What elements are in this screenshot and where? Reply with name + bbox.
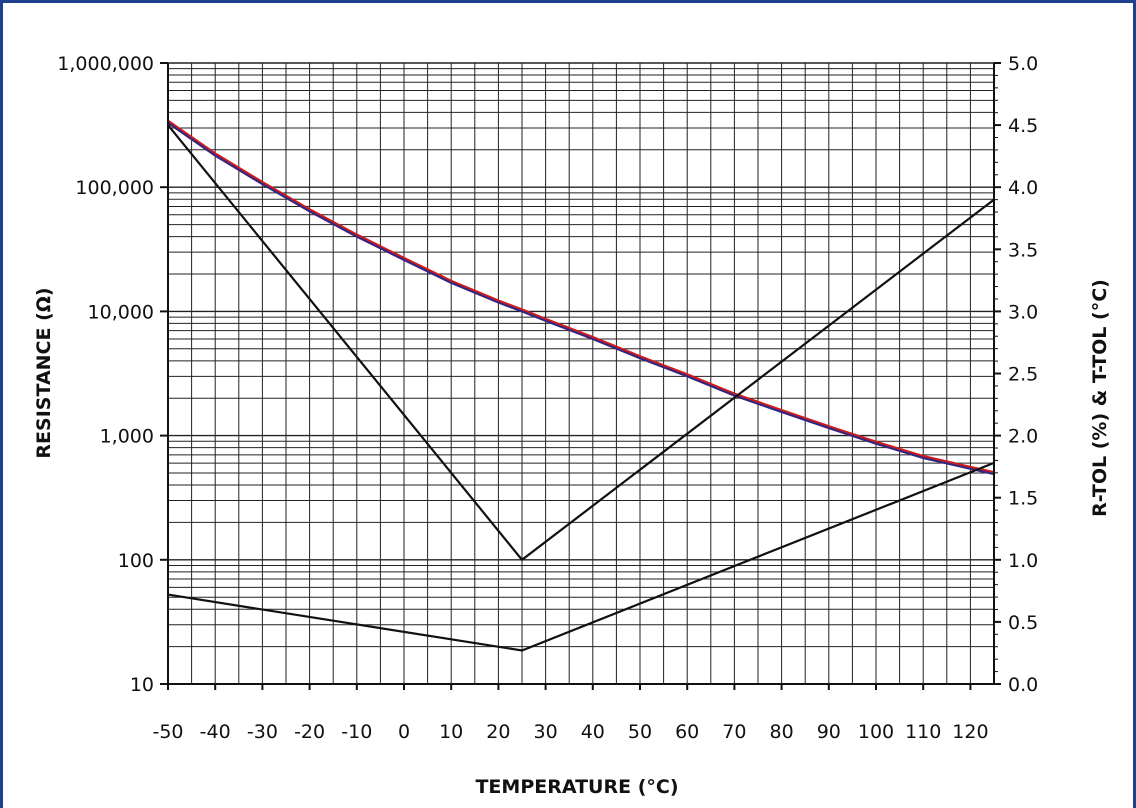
y-tick-label: 10	[130, 674, 154, 696]
y2-tick-label: 3.0	[1008, 301, 1038, 323]
x-tick-label: 70	[722, 721, 746, 743]
y2-tick-label: 0.0	[1008, 674, 1038, 696]
y2-tick-label: 4.0	[1008, 177, 1038, 199]
x-tick-label: 0	[398, 721, 410, 743]
tick-labels: 101001,00010,000100,0001,000,0000.00.51.…	[57, 53, 1038, 743]
x-tick-label: -40	[200, 721, 231, 743]
x-tick-label: -20	[294, 721, 325, 743]
y2-tick-label: 1.5	[1008, 488, 1038, 510]
x-tick-label: 90	[817, 721, 841, 743]
x-tick-label: -30	[247, 721, 278, 743]
y-tick-label: 100,000	[75, 177, 154, 199]
x-tick-label: 60	[675, 721, 699, 743]
y2-tick-label: 5.0	[1008, 53, 1038, 75]
resistance-curve	[167, 121, 995, 476]
x-tick-label: 40	[581, 721, 605, 743]
resistance-curve-highlight	[166, 120, 995, 476]
x-tick-label: 100	[858, 721, 894, 743]
x-axis-title: TEMPERATURE (°C)	[475, 776, 678, 798]
axes	[160, 62, 1001, 690]
y-axis-title: RESISTANCE (Ω)	[33, 287, 55, 458]
x-tick-label: 20	[486, 721, 510, 743]
y2-tick-label: 0.5	[1008, 612, 1038, 634]
series-layer	[166, 120, 995, 652]
y-tick-label: 1,000,000	[57, 53, 154, 75]
y2-tick-label: 3.5	[1008, 239, 1038, 261]
y2-tick-label: 1.0	[1008, 550, 1038, 572]
grid	[167, 62, 995, 685]
x-tick-label: -10	[341, 721, 372, 743]
y-tick-label: 10,000	[88, 301, 154, 323]
y2-tick-label: 4.5	[1008, 115, 1038, 137]
x-tick-label: 10	[439, 721, 463, 743]
r-tol-line	[167, 461, 995, 652]
y-tick-label: 100	[118, 550, 154, 572]
x-tick-label: 30	[534, 721, 558, 743]
y2-tick-label: 2.5	[1008, 364, 1038, 386]
x-tick-label: 80	[770, 721, 794, 743]
y2-axis-title: R-TOL (%) & T-TOL (°C)	[1089, 279, 1111, 517]
x-tick-label: 120	[952, 721, 988, 743]
x-tick-label: 50	[628, 721, 652, 743]
y2-tick-label: 2.0	[1008, 426, 1038, 448]
y-tick-label: 1,000	[100, 426, 154, 448]
x-tick-label: 110	[905, 721, 941, 743]
x-tick-label: -50	[152, 721, 183, 743]
t-tol-line	[167, 124, 995, 562]
